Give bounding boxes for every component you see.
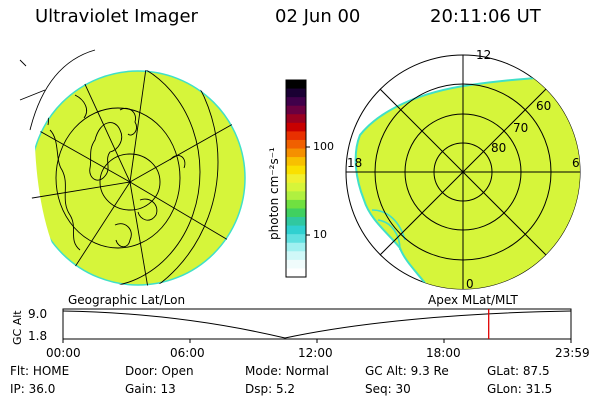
- header-date: 02 Jun 00: [275, 6, 361, 27]
- footer-glat: GLat: 87.5: [487, 364, 550, 378]
- footer-gain: Gain: 13: [125, 382, 176, 396]
- colorbar-frame: [285, 79, 307, 278]
- colorbar-segment: [286, 217, 306, 227]
- colorbar-segment: [286, 182, 306, 192]
- colorbar-segment: [286, 157, 306, 167]
- color-scale-bar: [285, 79, 310, 278]
- strip-left-label: Geographic Lat/Lon: [68, 293, 185, 307]
- colorbar-segment: [286, 208, 306, 218]
- colorbar-segment: [286, 225, 306, 235]
- mlt-label-6: 6: [572, 156, 580, 170]
- strip-x-tick-0000: 00:00: [46, 346, 81, 360]
- colorbar-segment: [286, 234, 306, 244]
- colorbar-segment: [286, 97, 306, 107]
- colorbar-unit-label: photon cm⁻²s⁻¹: [267, 147, 281, 240]
- colorbar-tick-100: 100: [313, 140, 334, 153]
- footer-door: Door: Open: [125, 364, 194, 378]
- colorbar-segment: [286, 88, 306, 98]
- lat-label-70: 70: [513, 121, 528, 135]
- lat-label-60: 60: [536, 99, 551, 113]
- polar-plot: [345, 54, 581, 290]
- header-time: 20:11:06 UT: [430, 6, 541, 27]
- colorbar-segment: [286, 199, 306, 210]
- footer-glon: GLon: 31.5: [487, 382, 553, 396]
- colorbar-segment: [286, 80, 306, 90]
- colorbar-segment: [286, 105, 306, 115]
- geographic-globe: [19, 40, 246, 286]
- mlt-label-0: 0: [466, 277, 474, 291]
- lat-label-80: 80: [491, 141, 506, 155]
- colorbar-segment: [286, 268, 306, 278]
- footer-gc-alt: GC Alt: 9.3 Re: [365, 364, 449, 378]
- strip-axis-label: GC Alt: [11, 310, 24, 345]
- strip-x-tick-2359: 23:59: [555, 346, 590, 360]
- strip-x-tick-1800: 18:00: [426, 346, 461, 360]
- colorbar-segment: [286, 139, 306, 150]
- colorbar-segment: [286, 148, 306, 158]
- footer-dsp: Dsp: 5.2: [245, 382, 296, 396]
- altitude-strip: [62, 308, 572, 343]
- footer-ip: IP: 36.0: [10, 382, 56, 396]
- strip-right-label: Apex MLat/MLT: [428, 293, 518, 307]
- colorbar-segment: [286, 191, 306, 201]
- footer-mode: Mode: Normal: [245, 364, 329, 378]
- strip-y-tick-1: 1.8: [28, 329, 47, 343]
- footer-seq: Seq: 30: [365, 382, 411, 396]
- colorbar-segment: [286, 174, 306, 184]
- colorbar-segment: [286, 131, 306, 141]
- colorbar-segment: [286, 165, 306, 175]
- colorbar-tick-10: 10: [313, 228, 327, 241]
- mlt-label-18: 18: [347, 156, 362, 170]
- colorbar-segment: [286, 259, 306, 270]
- strip-x-tick-0600: 06:00: [170, 346, 205, 360]
- colorbar-segment: [286, 114, 306, 124]
- colorbar-segment: [286, 242, 306, 252]
- colorbar-segment: [286, 122, 306, 132]
- strip-y-tick-9: 9.0: [28, 307, 47, 321]
- footer-flt: Flt: HOME: [10, 364, 70, 378]
- mlt-label-12: 12: [476, 48, 491, 62]
- colorbar-segment: [286, 251, 306, 261]
- page-title: Ultraviolet Imager: [35, 6, 198, 27]
- strip-x-tick-1200: 12:00: [298, 346, 333, 360]
